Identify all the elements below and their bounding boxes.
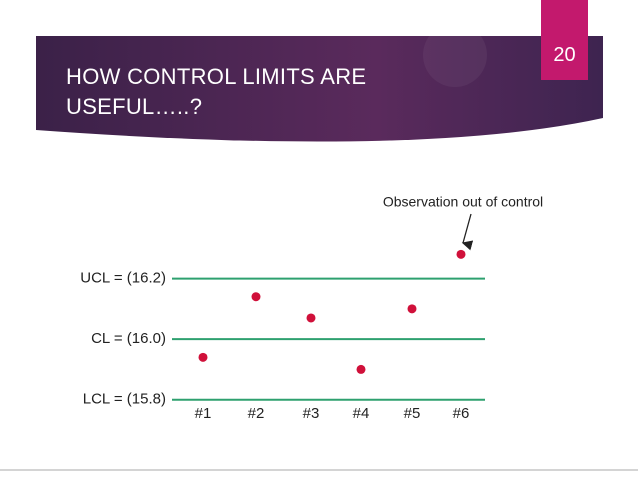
x-tick-label: #2 xyxy=(248,405,265,422)
y-tick-label: CL = (16.0) xyxy=(91,330,166,347)
title-banner xyxy=(36,36,603,142)
x-tick-label: #6 xyxy=(453,405,470,422)
slide-number: 20 xyxy=(553,44,576,66)
x-tick-label: #3 xyxy=(303,405,320,422)
x-tick-label: #5 xyxy=(404,405,421,422)
annotation-arrow xyxy=(461,213,474,251)
data-point xyxy=(407,304,417,314)
data-point xyxy=(356,364,366,374)
data-point xyxy=(198,352,208,362)
data-point xyxy=(306,313,316,323)
data-point xyxy=(456,249,466,259)
x-tick-label: #1 xyxy=(195,405,212,422)
data-point xyxy=(251,292,261,302)
banner-decoration xyxy=(423,23,487,87)
number-tab xyxy=(541,0,588,80)
slide-title: HOW CONTROL LIMITS ARE USEFUL…..? xyxy=(66,64,367,119)
y-tick-label: LCL = (15.8) xyxy=(83,391,166,408)
y-tick-label: UCL = (16.2) xyxy=(80,270,166,287)
x-tick-label: #4 xyxy=(353,405,370,422)
annotation: Observation out of control xyxy=(383,194,543,210)
